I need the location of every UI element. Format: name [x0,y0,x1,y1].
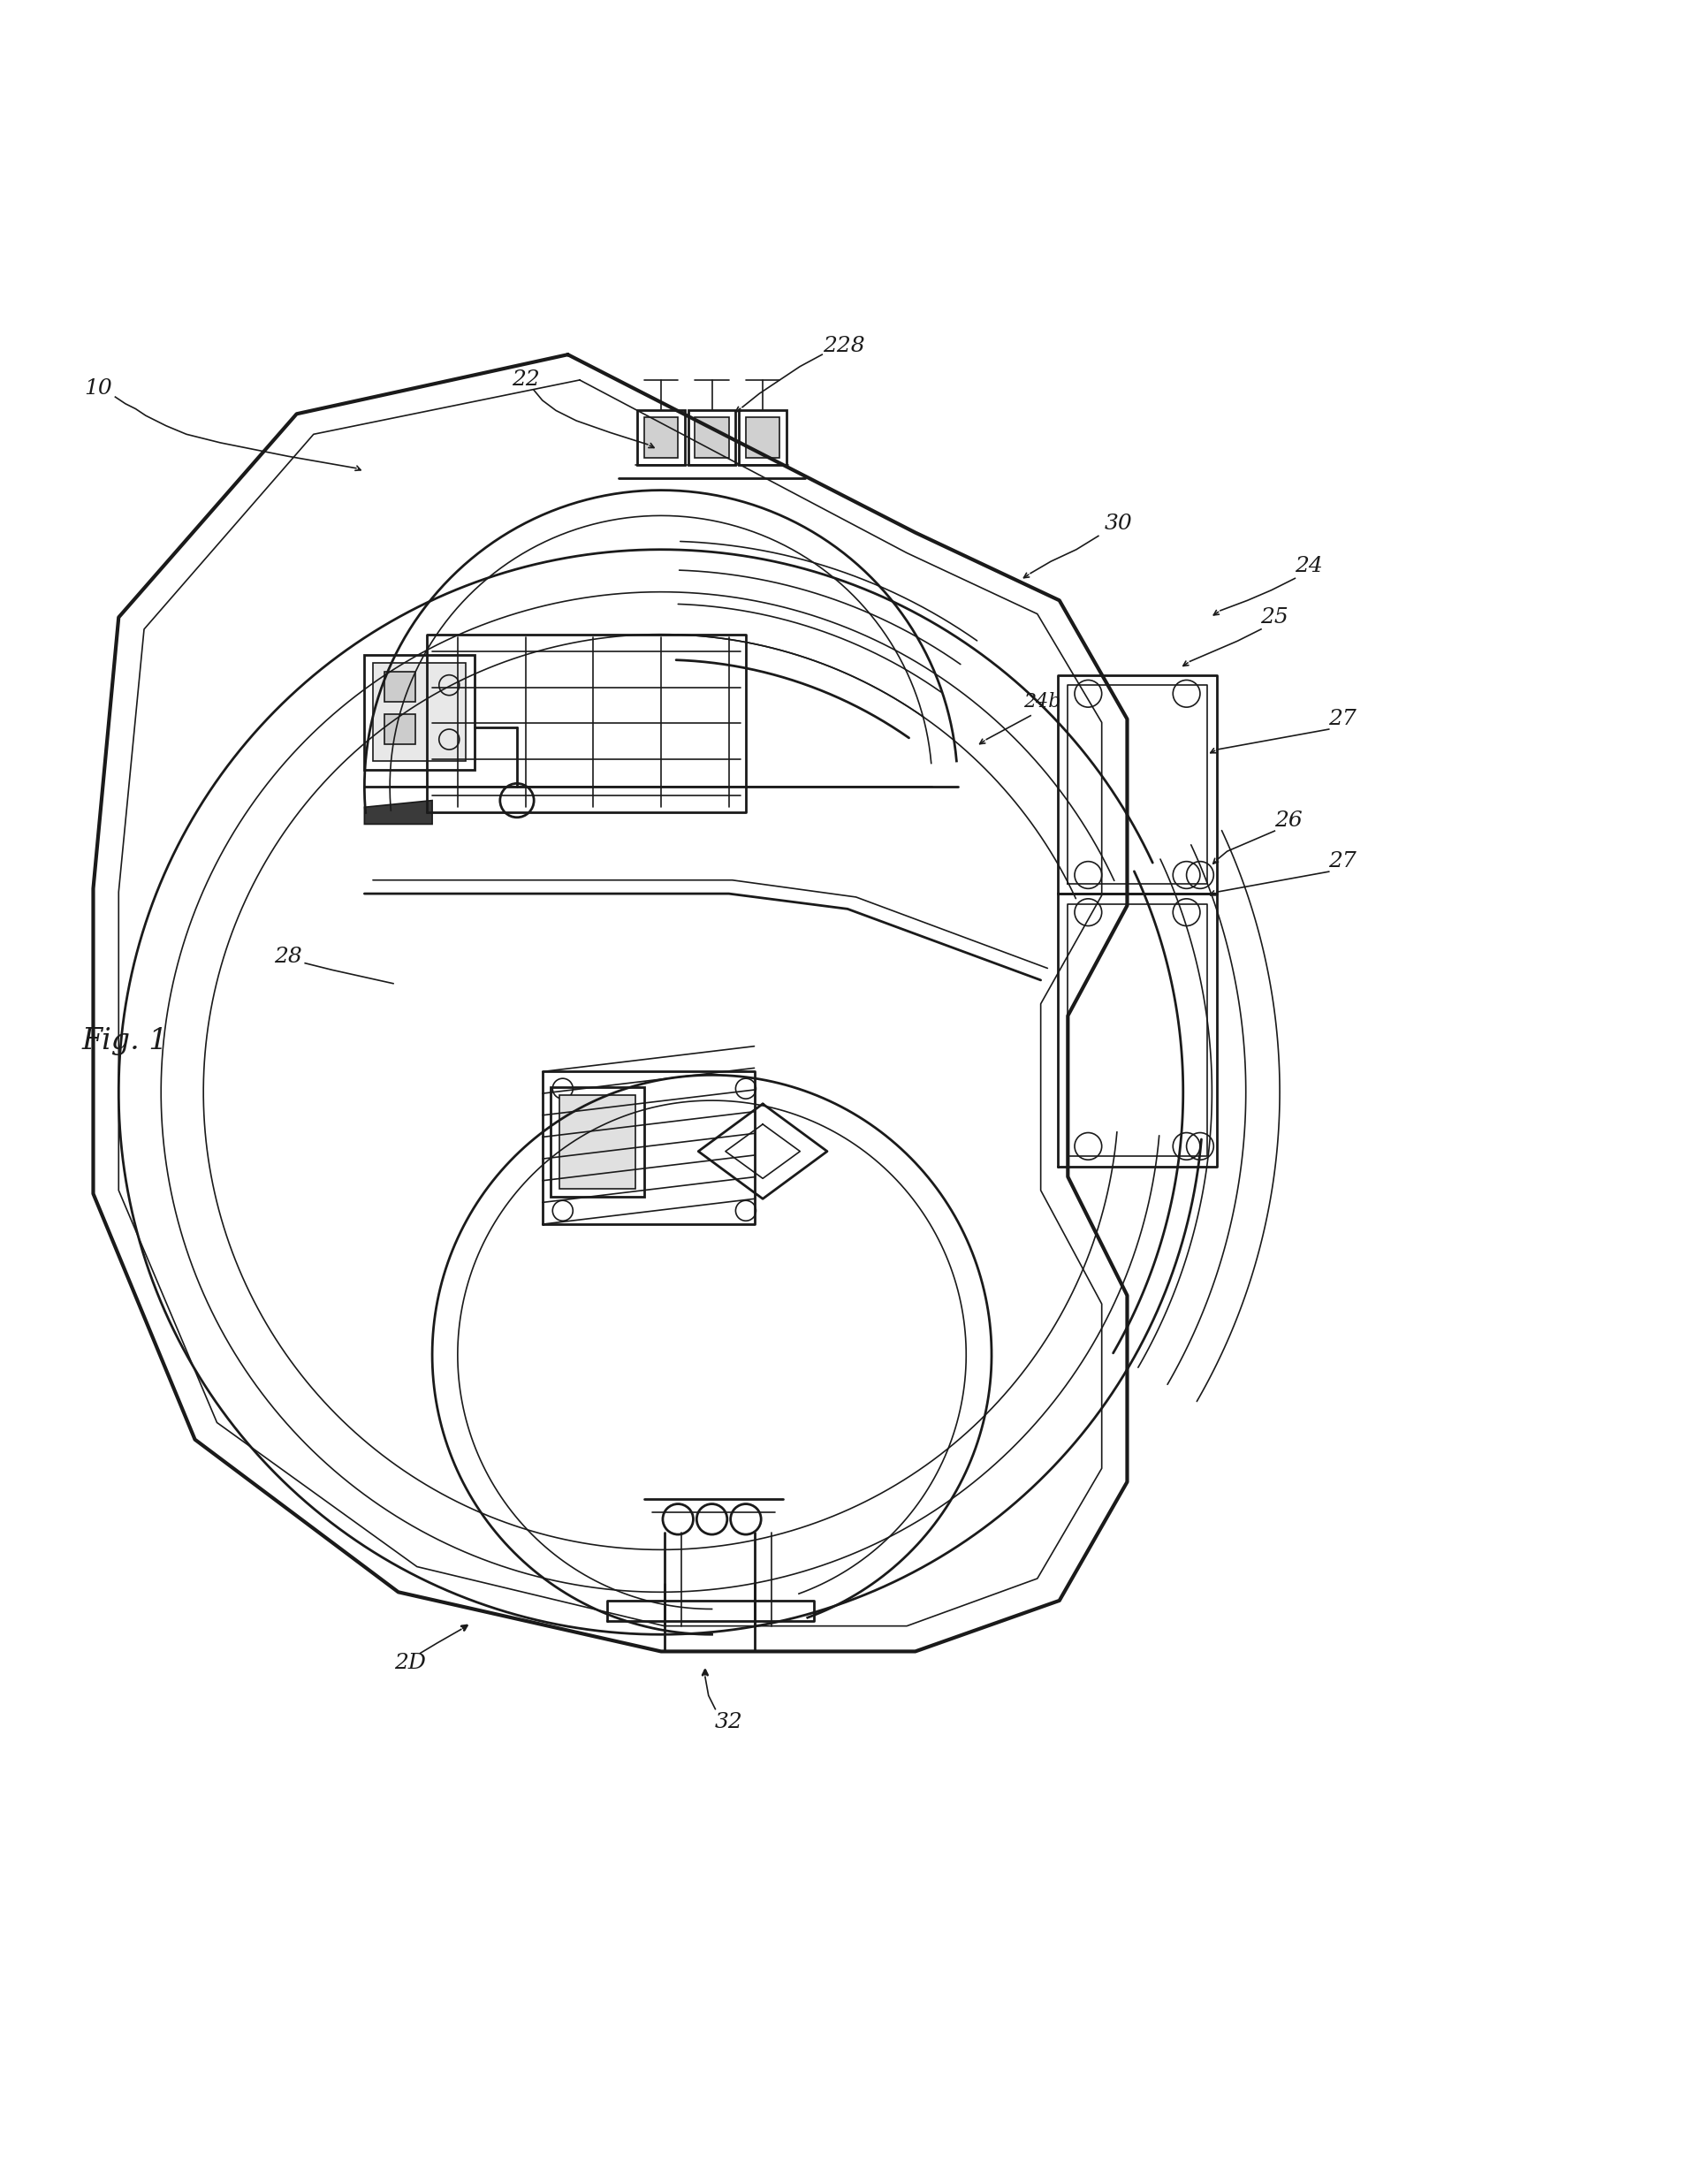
Text: 25: 25 [1261,607,1288,627]
Bar [551,1088,644,1197]
Bar [695,417,729,459]
Bar [385,714,415,745]
Bar [644,417,678,459]
Text: 228: 228 [824,336,864,356]
Text: Fig. 1: Fig. 1 [81,1026,168,1055]
Polygon shape [364,799,432,823]
Bar [637,411,685,465]
Bar [385,673,415,701]
Bar [746,417,780,459]
Text: 10: 10 [85,378,112,400]
Text: 27: 27 [1329,710,1356,729]
Bar [559,1096,636,1188]
Text: 32: 32 [715,1712,742,1732]
Text: 24b: 24b [1024,692,1061,712]
Text: 26: 26 [1275,810,1302,830]
Bar [364,655,475,771]
Text: 24: 24 [1295,557,1322,577]
Text: 27: 27 [1329,852,1356,871]
Text: 2D: 2D [395,1653,425,1673]
Bar [688,411,736,465]
Text: 22: 22 [512,369,539,391]
Text: 30: 30 [1105,513,1132,535]
Text: 28: 28 [275,946,302,968]
Bar [739,411,786,465]
Bar [373,664,466,762]
